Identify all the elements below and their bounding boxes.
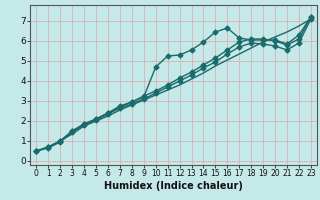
X-axis label: Humidex (Indice chaleur): Humidex (Indice chaleur) (104, 181, 243, 191)
